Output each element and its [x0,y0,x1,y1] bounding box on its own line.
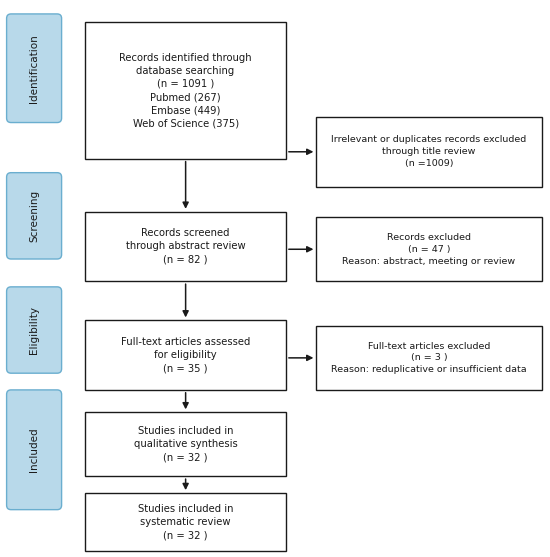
FancyBboxPatch shape [7,287,62,373]
Text: Records excluded
(n = 47 )
Reason: abstract, meeting or review: Records excluded (n = 47 ) Reason: abstr… [343,233,515,266]
Bar [85,22,286,159]
Text: Records identified through
database searching
(n = 1091 )
Pubmed (267)
Embase (4: Records identified through database sear… [119,52,252,129]
Text: Records screened
through abstract review
(n = 82 ): Records screened through abstract review… [126,228,245,265]
Text: Identification: Identification [29,34,39,102]
Text: Eligibility: Eligibility [29,306,39,354]
FancyBboxPatch shape [7,390,62,510]
Text: Full-text articles assessed
for eligibility
(n = 35 ): Full-text articles assessed for eligibil… [121,337,250,373]
Text: Full-text articles excluded
(n = 3 )
Reason: reduplicative or insufficient data: Full-text articles excluded (n = 3 ) Rea… [331,341,527,374]
Bar [85,412,286,476]
Text: Studies included in
systematic review
(n = 32 ): Studies included in systematic review (n… [138,504,233,540]
Text: Screening: Screening [29,190,39,242]
Bar [85,320,286,390]
Bar [316,217,542,281]
Bar [316,117,542,187]
FancyBboxPatch shape [7,14,62,123]
Text: Studies included in
qualitative synthesis
(n = 32 ): Studies included in qualitative synthesi… [134,426,238,462]
Bar [85,493,286,551]
Text: Irrelevant or duplicates records excluded
through title review
(n =1009): Irrelevant or duplicates records exclude… [331,135,527,168]
Text: Included: Included [29,427,39,472]
Bar [316,326,542,390]
FancyBboxPatch shape [7,173,62,259]
Bar [85,212,286,281]
